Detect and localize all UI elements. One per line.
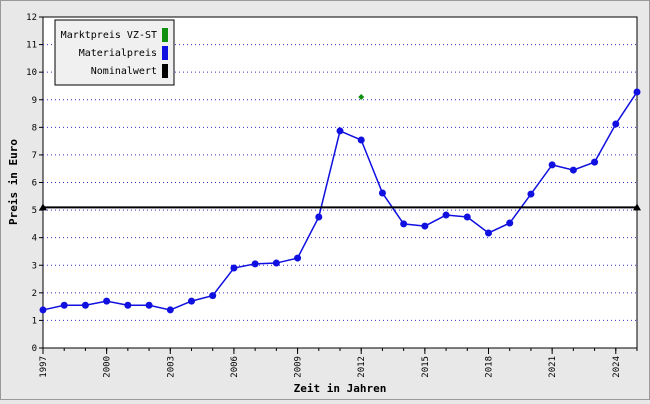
y-tick-label: 9 xyxy=(32,96,37,106)
y-tick-label: 5 xyxy=(32,206,37,216)
y-tick-label: 6 xyxy=(32,179,37,189)
point xyxy=(294,254,302,262)
legend-swatch xyxy=(162,64,168,78)
y-tick-label: 8 xyxy=(32,123,37,133)
point xyxy=(81,301,89,309)
y-tick-label: 12 xyxy=(26,13,37,23)
y-tick-label: 0 xyxy=(32,344,37,354)
x-tick-label: 2018 xyxy=(485,356,495,378)
point xyxy=(442,211,450,219)
point xyxy=(633,88,641,96)
x-tick-label: 2024 xyxy=(612,356,622,378)
point xyxy=(421,222,429,230)
point xyxy=(527,190,535,198)
point xyxy=(400,220,408,228)
y-axis-label: Preis in Euro xyxy=(7,139,20,225)
x-tick-label: 2006 xyxy=(230,356,240,378)
point xyxy=(506,219,514,227)
point xyxy=(39,306,47,314)
point xyxy=(358,93,365,100)
legend-swatch xyxy=(162,28,168,42)
point xyxy=(357,136,365,144)
point xyxy=(145,301,153,309)
y-tick-label: 11 xyxy=(26,41,37,51)
x-tick-label: 2021 xyxy=(548,356,558,378)
point xyxy=(315,213,323,221)
point xyxy=(612,120,620,128)
point xyxy=(60,301,68,309)
point xyxy=(272,259,280,267)
point xyxy=(633,203,641,211)
x-tick-label: 1997 xyxy=(39,356,49,378)
point xyxy=(166,306,174,314)
y-tick-label: 4 xyxy=(32,234,37,244)
point xyxy=(463,213,471,221)
point xyxy=(378,189,386,197)
legend-label: Nominalwert xyxy=(91,66,157,77)
y-tick-label: 1 xyxy=(32,316,37,326)
point xyxy=(209,292,217,300)
x-tick-label: 2000 xyxy=(103,356,113,378)
point xyxy=(336,127,344,135)
x-tick-label: 2015 xyxy=(421,356,431,378)
legend-swatch xyxy=(162,46,168,60)
y-tick-label: 2 xyxy=(32,289,37,299)
point xyxy=(485,229,492,237)
x-tick-label: 2012 xyxy=(357,356,367,378)
x-tick-label: 2009 xyxy=(294,356,304,378)
point xyxy=(230,264,238,272)
y-tick-label: 3 xyxy=(32,261,37,271)
point xyxy=(188,297,195,305)
point xyxy=(124,301,132,309)
legend-label: Materialpreis xyxy=(79,48,157,59)
point xyxy=(548,161,556,169)
point xyxy=(39,203,47,211)
legend-box xyxy=(54,19,175,86)
y-tick-label: 10 xyxy=(26,68,37,78)
point xyxy=(251,260,259,268)
point xyxy=(591,158,599,166)
legend-label: Marktpreis VZ-ST xyxy=(61,30,157,41)
x-tick-label: 2003 xyxy=(166,356,176,378)
x-axis-label: Zeit in Jahren xyxy=(294,382,387,395)
y-tick-label: 7 xyxy=(32,151,37,161)
point xyxy=(569,166,577,174)
point xyxy=(103,297,111,305)
